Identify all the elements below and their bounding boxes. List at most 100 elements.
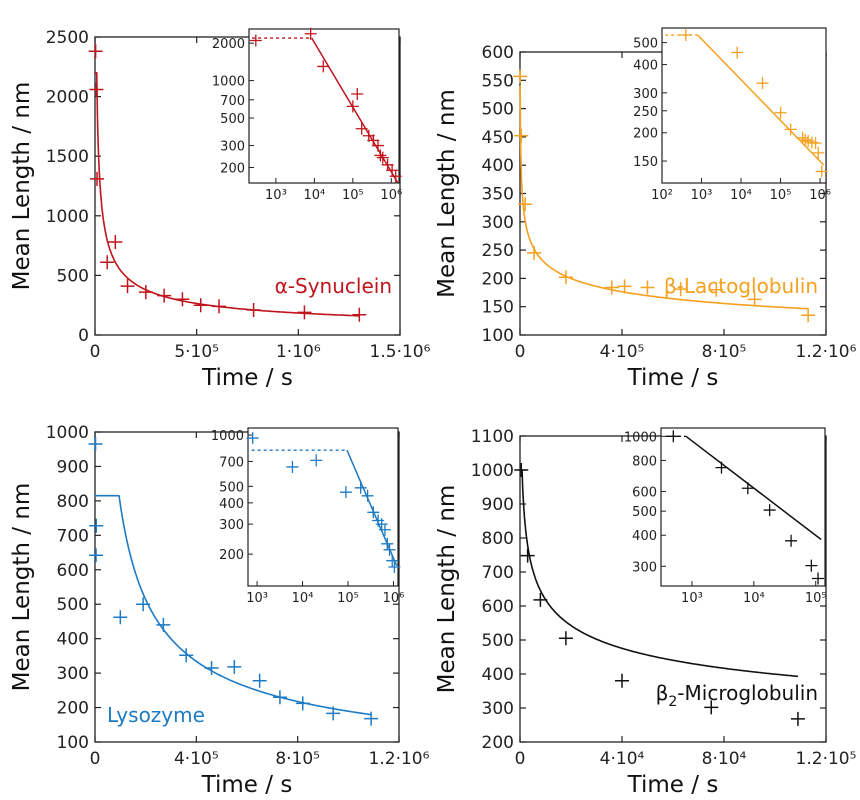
y-tick-label: 1000 bbox=[471, 461, 514, 481]
inset-y-tick-label: 500 bbox=[219, 480, 244, 495]
inset-blg: 10² 10³ 10⁴ 10⁵ 10⁶ 150 200 250 300 400 500 bbox=[633, 27, 831, 203]
inset-data-point bbox=[354, 481, 367, 494]
inset-asyn: 10³ 10⁴ 10⁵ 10⁶ 200 300 500 700 1000 2000 bbox=[212, 27, 402, 203]
inset-frame bbox=[248, 28, 400, 184]
inset-y-tick-label: 400 bbox=[633, 59, 658, 74]
y-axis-title: Mean Length / nm bbox=[9, 82, 35, 291]
inset-data-point bbox=[715, 461, 728, 474]
data-point bbox=[514, 128, 529, 143]
inset-data-point bbox=[339, 486, 352, 499]
data-point bbox=[527, 245, 542, 260]
inset-x-tick-label: 10³ bbox=[246, 591, 268, 606]
y-tick-label: 500 bbox=[57, 595, 89, 615]
y-tick-label: 200 bbox=[482, 269, 514, 289]
data-point bbox=[520, 548, 535, 563]
inset-data-point bbox=[386, 554, 399, 567]
inset-lys: 10³ 10⁴ 10⁵ 10⁶ 200 300 400 500 700 1000 bbox=[211, 427, 404, 606]
inset-data-point bbox=[383, 543, 396, 556]
inset-data-point bbox=[367, 134, 380, 147]
data-point bbox=[790, 711, 805, 726]
inset-x-tick-label: 10³ bbox=[265, 188, 287, 203]
inset-y-tick-label: 700 bbox=[219, 455, 244, 470]
inset-y-tick-label: 700 bbox=[220, 94, 245, 109]
protein-label-suffix: -Microglobulin bbox=[677, 681, 818, 705]
inset-y-tick-label: 2000 bbox=[212, 37, 245, 52]
x-tick-label: 1.5·10⁶ bbox=[370, 342, 431, 362]
inset-data-point bbox=[763, 504, 776, 517]
data-point bbox=[89, 82, 104, 97]
data-point bbox=[709, 282, 724, 297]
x-axis-title: Time / s bbox=[201, 365, 293, 391]
plot-frame bbox=[94, 431, 400, 743]
protein-label: α-Synuclein bbox=[275, 274, 392, 298]
x-tick-label: 8·10⁵ bbox=[702, 342, 747, 362]
inset-y-tick-label: 500 bbox=[633, 37, 658, 52]
inset-data-point bbox=[361, 489, 374, 502]
protein-label-subscript: 2 bbox=[668, 694, 677, 710]
data-point bbox=[558, 270, 573, 285]
inset-data-point bbox=[796, 131, 809, 144]
y-tick-label: 150 bbox=[482, 298, 514, 318]
data-point bbox=[518, 197, 533, 212]
inset-y-tick-label: 300 bbox=[220, 140, 245, 155]
x-tick-label: 0 bbox=[90, 342, 101, 362]
inset-data-point bbox=[371, 139, 384, 152]
data-point bbox=[179, 648, 194, 663]
inset-x-tick-label: 10⁴ bbox=[304, 188, 326, 203]
inset-data-point bbox=[375, 518, 388, 531]
y-tick-label: 700 bbox=[57, 526, 89, 546]
data-point bbox=[352, 307, 367, 322]
data-point bbox=[90, 171, 105, 186]
inset-frame bbox=[661, 27, 827, 184]
inset-data-point bbox=[815, 165, 828, 178]
data-point bbox=[673, 282, 688, 297]
inset-x-tick-label: 10² bbox=[651, 188, 673, 203]
x-axis-title: Time / s bbox=[201, 772, 293, 798]
inset-y-tick-label: 250 bbox=[633, 105, 658, 120]
inset-y-tick-label: 500 bbox=[220, 112, 245, 127]
x-tick-label: 0 bbox=[515, 342, 526, 362]
inset-y-tick-label: 150 bbox=[633, 155, 658, 170]
chart-blg: 0 4·10⁵ 8·10⁵ 1.2·10⁶ 100 150 200 250 300 350 400 4… bbox=[434, 27, 857, 391]
inset-x-tick-label: 10⁵ bbox=[805, 591, 827, 606]
data-point bbox=[227, 659, 242, 674]
data-point bbox=[747, 292, 762, 307]
y-tick-label: 200 bbox=[482, 733, 514, 753]
inset-frame bbox=[247, 427, 399, 587]
chart-asyn: 0 5·10⁵ 1·10⁶ 1.5·10⁶ 0 500 1000 1500 2000 2500 Ti… bbox=[9, 27, 431, 391]
y-tick-label: 400 bbox=[57, 630, 89, 650]
x-tick-label: 0 bbox=[515, 749, 526, 769]
data-point bbox=[704, 700, 719, 715]
data-point bbox=[88, 437, 103, 452]
data-point bbox=[246, 302, 261, 317]
inset-y-tick-label: 200 bbox=[219, 548, 244, 563]
data-point bbox=[136, 597, 151, 612]
y-tick-label: 300 bbox=[482, 699, 514, 719]
y-tick-label: 100 bbox=[57, 733, 89, 753]
protein-label: β-Lactoglobulin bbox=[664, 274, 818, 298]
data-point bbox=[89, 518, 104, 533]
inset-y-tick-label: 200 bbox=[220, 161, 245, 176]
data-point bbox=[175, 292, 190, 307]
protein-label-prefix: α-Synuclein bbox=[275, 274, 392, 298]
y-tick-label: 1100 bbox=[471, 427, 514, 447]
y-tick-label: 300 bbox=[57, 664, 89, 684]
data-point bbox=[252, 673, 267, 688]
data-point bbox=[108, 235, 123, 250]
data-point bbox=[640, 280, 655, 295]
data-point bbox=[297, 305, 312, 320]
data-point bbox=[272, 690, 287, 705]
inset-data-point bbox=[386, 164, 399, 177]
data-point bbox=[364, 711, 379, 726]
y-tick-label: 450 bbox=[482, 128, 514, 148]
inset-y-tick-label: 500 bbox=[632, 505, 657, 520]
inset-data-point bbox=[376, 151, 389, 164]
inset-data-point bbox=[756, 77, 769, 90]
y-tick-label: 2000 bbox=[46, 88, 89, 108]
inset-data-point bbox=[378, 523, 391, 536]
data-point bbox=[204, 660, 219, 675]
inset-y-tick-label: 600 bbox=[632, 485, 657, 500]
y-tick-label: 600 bbox=[482, 43, 514, 63]
inset-data-point bbox=[381, 537, 394, 550]
